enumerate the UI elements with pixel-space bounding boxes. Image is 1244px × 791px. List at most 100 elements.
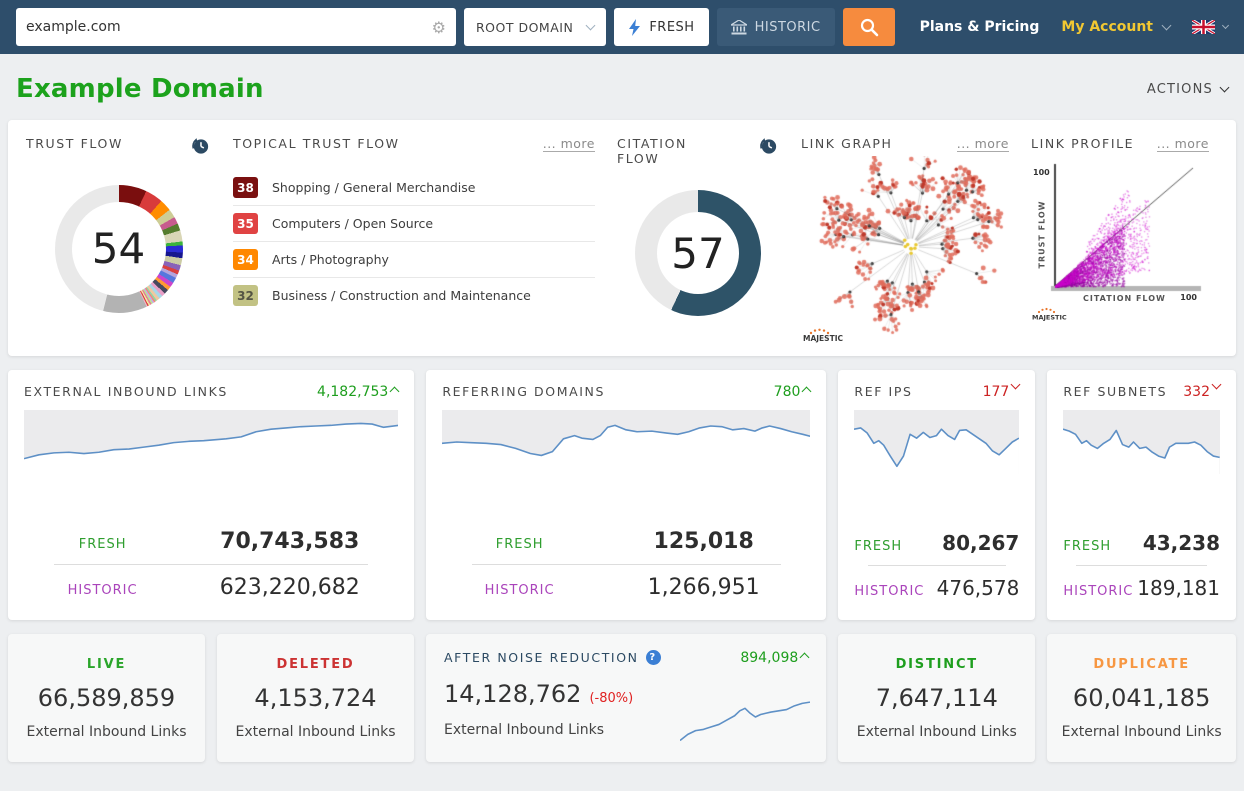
history-clock-icon[interactable]	[190, 136, 211, 157]
svg-text:MAJESTIC: MAJESTIC	[803, 334, 843, 343]
link-graph-canvas[interactable]	[801, 156, 1009, 341]
chevron-down-icon	[1221, 21, 1230, 30]
majestic-logo: MAJESTIC	[1032, 307, 1067, 322]
historic-value: 623,220,682	[219, 575, 360, 600]
topical-row[interactable]: 35 Computers / Open Source	[233, 206, 595, 242]
after-noise-reduction-card: AFTER NOISE REDUCTION ? 894,098 14,128,7…	[426, 634, 827, 762]
trust-flow-score: 54	[91, 224, 146, 273]
citation-flow-title: CITATION FLOW	[617, 136, 687, 166]
chevron-down-icon	[585, 20, 596, 31]
search-icon	[860, 18, 878, 37]
fresh-label: FRESH	[78, 537, 127, 552]
language-selector[interactable]	[1192, 20, 1230, 34]
link-graph-section: LINK GRAPH ... more MAJESTIC	[801, 136, 1009, 343]
card-caption: External Inbound Links	[444, 722, 605, 738]
sparkline-chart	[680, 686, 810, 748]
delta-value[interactable]: 780	[774, 384, 812, 400]
historic-label: HISTORIC	[67, 583, 138, 598]
history-clock-icon[interactable]	[758, 136, 779, 157]
card-label: DISTINCT	[895, 656, 978, 672]
chevron-up-icon	[801, 386, 812, 397]
divider	[867, 565, 1007, 566]
actions-menu-button[interactable]: ACTIONS	[1146, 81, 1230, 97]
historic-value: 1,266,951	[647, 575, 760, 600]
ref-ips-card: REF IPS 177 FRESH 80,267 HISTORIC 476,57…	[838, 370, 1036, 620]
delta-value[interactable]: 177	[983, 379, 1021, 400]
fresh-value: 125,018	[653, 529, 754, 554]
reduction-percentage: (-80%)	[589, 691, 634, 706]
x-axis-label: CITATION FLOW	[1083, 294, 1166, 303]
topic-score-badge: 35	[233, 213, 258, 234]
search-input[interactable]	[26, 19, 432, 35]
fresh-value: 43,238	[1142, 531, 1220, 555]
card-label: DELETED	[276, 656, 355, 672]
topic-score-badge: 38	[233, 177, 258, 198]
delta-value[interactable]: 332	[1183, 379, 1222, 400]
link-profile-section: LINK PROFILE ... more 100 TRUST FLOW CIT…	[1031, 136, 1209, 340]
my-account-menu[interactable]: My Account	[1061, 19, 1172, 35]
topic-label: Computers / Open Source	[272, 216, 434, 231]
search-box[interactable]: ⚙	[16, 8, 456, 46]
gear-icon[interactable]: ⚙	[431, 17, 446, 37]
referring-domains-card: REFERRING DOMAINS 780 FRESH 125,018 HIST…	[426, 370, 827, 620]
external-inbound-links-card: EXTERNAL INBOUND LINKS 4,182,753 FRESH 7…	[8, 370, 415, 620]
sparkline-chart	[442, 410, 811, 474]
plans-pricing-link[interactable]: Plans & Pricing	[919, 19, 1040, 35]
divider	[53, 564, 369, 565]
chevron-up-icon	[799, 652, 810, 663]
bank-icon	[730, 19, 747, 34]
link-profile-title: LINK PROFILE	[1031, 136, 1135, 151]
link-profile-more-link[interactable]: ... more	[1156, 136, 1209, 152]
topical-row[interactable]: 34 Arts / Photography	[233, 242, 595, 278]
page-title: Example Domain	[16, 74, 264, 104]
topic-label: Arts / Photography	[272, 252, 389, 267]
card-label: DUPLICATE	[1093, 656, 1190, 672]
topic-label: Business / Construction and Maintenance	[272, 288, 531, 303]
y-axis-max-label: 100	[1033, 168, 1050, 177]
chevron-down-icon	[1219, 82, 1230, 93]
historic-label: HISTORIC	[854, 584, 925, 599]
topical-row[interactable]: 38 Shopping / General Merchandise	[233, 170, 595, 206]
y-axis-label: TRUST FLOW	[1037, 200, 1047, 269]
chevron-down-icon	[1161, 20, 1172, 31]
chevron-down-icon	[1010, 379, 1021, 390]
fresh-toggle-label: FRESH	[649, 19, 695, 35]
topical-trust-flow-section: TOPICAL TRUST FLOW ... more 38 Shopping …	[233, 136, 595, 340]
card-caption: External Inbound Links	[1061, 723, 1222, 740]
chevron-down-icon	[1211, 379, 1222, 390]
overview-card: TRUST FLOW 54 TOPICAL TRUST FLOW ... mor…	[8, 120, 1236, 356]
card-title: REF IPS	[854, 384, 913, 399]
topical-more-link[interactable]: ... more	[542, 136, 595, 152]
trust-flow-section: TRUST FLOW 54	[26, 136, 211, 340]
svg-text:MAJESTIC: MAJESTIC	[1032, 314, 1067, 322]
link-profile-canvas[interactable]	[1031, 160, 1203, 310]
topical-row[interactable]: 32 Business / Construction and Maintenan…	[233, 278, 595, 313]
fresh-label: FRESH	[854, 539, 903, 554]
card-caption: External Inbound Links	[26, 723, 187, 740]
live-links-card: LIVE 66,589,859 External Inbound Links	[8, 634, 205, 762]
actions-label: ACTIONS	[1146, 81, 1213, 97]
x-axis-max-label: 100	[1180, 293, 1197, 302]
chevron-up-icon	[389, 386, 400, 397]
historic-toggle-button[interactable]: HISTORIC	[716, 8, 835, 46]
card-title: REF SUBNETS	[1063, 384, 1168, 399]
lightning-icon	[629, 18, 641, 36]
card-title: EXTERNAL INBOUND LINKS	[24, 384, 228, 399]
trust-flow-donut: 54	[54, 184, 183, 313]
delta-value[interactable]: 4,182,753	[317, 384, 400, 400]
link-graph-more-link[interactable]: ... more	[956, 136, 1009, 152]
domain-type-select[interactable]: ROOT DOMAIN	[464, 8, 607, 46]
card-value: 60,041,185	[1072, 683, 1211, 712]
deleted-links-card: DELETED 4,153,724 External Inbound Links	[217, 634, 415, 762]
topic-score-badge: 34	[233, 249, 258, 270]
fresh-label: FRESH	[1063, 539, 1112, 554]
historic-value: 476,578	[936, 576, 1020, 600]
fresh-toggle-button[interactable]: FRESH	[614, 8, 709, 46]
delta-value[interactable]: 894,098	[740, 650, 810, 666]
card-label: AFTER NOISE REDUCTION	[444, 650, 639, 665]
search-submit-button[interactable]	[842, 8, 895, 46]
help-icon[interactable]: ?	[645, 650, 661, 665]
historic-label: HISTORIC	[484, 583, 555, 598]
sparkline-chart	[24, 410, 399, 474]
majestic-logo: MAJESTIC	[803, 328, 843, 343]
